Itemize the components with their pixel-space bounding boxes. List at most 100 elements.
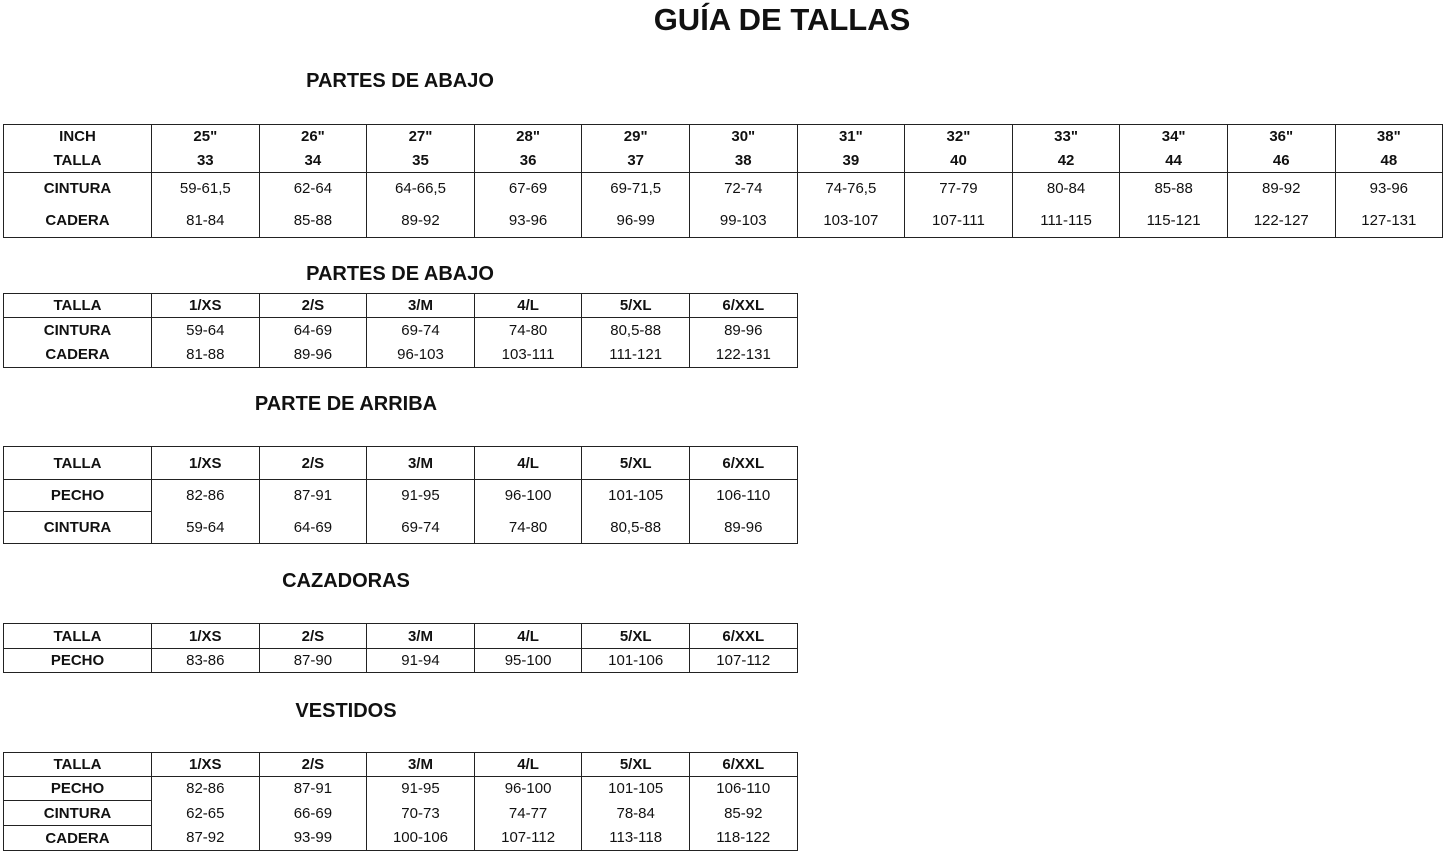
table-row: TALLA 33 34 35 36 37 38 39 40 42 44 46 48: [3, 148, 1443, 173]
table-cell: 1/XS: [151, 623, 260, 649]
table-cell: 89-96: [258, 342, 367, 368]
table-cell: 28": [473, 124, 582, 149]
table-cell: 26": [258, 124, 367, 149]
table-cell: 36: [473, 148, 582, 173]
table-cell: 77-79: [904, 172, 1013, 205]
table-cell: 6/XXL: [688, 293, 798, 318]
row-label-pecho: PECHO: [3, 479, 152, 512]
table-cell: 74-80: [473, 317, 582, 343]
table-cell: 67-69: [473, 172, 582, 205]
row-label-talla: TALLA: [3, 148, 152, 173]
table-cell: 72-74: [688, 172, 798, 205]
table-cell: 2/S: [258, 752, 367, 777]
table-cell: 5/XL: [581, 752, 690, 777]
table-cell: 95-100: [473, 648, 582, 673]
table-cell: 29": [581, 124, 690, 149]
table-cell: 107-112: [688, 648, 798, 673]
section-heading-partes-de-abajo: PARTES DE ABAJO: [306, 263, 494, 285]
table-cell: 69-71,5: [581, 172, 690, 205]
table-cell: 89-96: [688, 317, 798, 343]
table-cell: 31": [796, 124, 905, 149]
table-cell: 101-105: [581, 776, 690, 801]
table-cell: 89-92: [1226, 172, 1336, 205]
table-cell: 38": [1334, 124, 1443, 149]
table-cell: 111-121: [581, 342, 690, 368]
table-cell: 96-99: [581, 204, 690, 238]
table-cell: 44: [1119, 148, 1228, 173]
table-cell: 74-76,5: [796, 172, 905, 205]
section-heading-partes-de-abajo: PARTES DE ABAJO: [306, 70, 494, 92]
table-cell: 96-100: [473, 479, 582, 512]
table-cell: 25": [151, 124, 260, 149]
table-row: CADERA 87-92 93-99 100-106 107-112 113-118 118…: [3, 825, 798, 851]
table-cell: 4/L: [473, 623, 582, 649]
page-title: GUÍA DE TALLAS: [653, 2, 911, 37]
table-cell: 59-64: [151, 511, 260, 544]
table-cell: 36": [1226, 124, 1336, 149]
table-cell: 87-91: [258, 479, 367, 512]
size-table-parte-de-arriba: TALLA 1/XS 2/S 3/M 4/L 5/XL 6/XXL PECHO 82-86 87-…: [3, 446, 798, 544]
table-cell: 99-103: [688, 204, 798, 238]
table-cell: 6/XXL: [688, 623, 798, 649]
table-cell: 107-112: [473, 825, 582, 851]
table-cell: 80,5-88: [581, 317, 690, 343]
table-row: CINTURA 62-65 66-69 70-73 74-77 78-84 85-92: [3, 800, 798, 826]
table-cell: 115-121: [1119, 204, 1228, 238]
table-cell: 127-131: [1334, 204, 1443, 238]
table-cell: 33": [1011, 124, 1120, 149]
table-cell: 69-74: [366, 511, 475, 544]
table-cell: 111-115: [1011, 204, 1120, 238]
row-label-cintura: CINTURA: [3, 511, 152, 544]
table-cell: 78-84: [581, 800, 690, 826]
table-cell: 106-110: [688, 776, 798, 801]
table-cell: 35: [366, 148, 475, 173]
row-label-talla: TALLA: [3, 293, 152, 318]
size-table-partes-de-abajo: TALLA 1/XS 2/S 3/M 4/L 5/XL 6/XXL CINTURA 59-64 6…: [3, 293, 798, 368]
table-row: CADERA 81-88 89-96 96-103 103-111 111-121 122-…: [3, 342, 798, 368]
section-heading-vestidos: VESTIDOS: [295, 700, 397, 722]
table-cell: 74-77: [473, 800, 582, 826]
table-cell: 96-100: [473, 776, 582, 801]
row-label-cintura: CINTURA: [3, 800, 152, 826]
table-row: CADERA 81-84 85-88 89-92 93-96 96-99 99-103 103…: [3, 204, 1443, 238]
table-cell: 103-107: [796, 204, 905, 238]
table-cell: 38: [688, 148, 798, 173]
table-cell: 2/S: [258, 623, 367, 649]
table-cell: 34: [258, 148, 367, 173]
table-cell: 6/XXL: [688, 446, 798, 480]
row-label-talla: TALLA: [3, 446, 152, 480]
table-cell: 69-74: [366, 317, 475, 343]
size-table-cazadoras: TALLA 1/XS 2/S 3/M 4/L 5/XL 6/XXL PECHO 83-86 87-…: [3, 623, 798, 673]
table-cell: 91-95: [366, 479, 475, 512]
table-cell: 85-88: [1119, 172, 1228, 205]
table-cell: 101-105: [581, 479, 690, 512]
row-label-cintura: CINTURA: [3, 317, 152, 343]
table-cell: 40: [904, 148, 1013, 173]
table-cell: 80-84: [1011, 172, 1120, 205]
table-cell: 46: [1226, 148, 1336, 173]
table-row: CINTURA 59-64 64-69 69-74 74-80 80,5-88 89-96: [3, 511, 798, 544]
table-cell: 59-61,5: [151, 172, 260, 205]
table-cell: 66-69: [258, 800, 367, 826]
table-cell: 1/XS: [151, 446, 260, 480]
table-cell: 1/XS: [151, 752, 260, 777]
table-row: PECHO 83-86 87-90 91-94 95-100 101-106 107-112: [3, 648, 798, 673]
table-cell: 3/M: [366, 446, 475, 480]
size-table-partes-de-abajo: INCH 25" 26" 27" 28" 29" 30" 31" 32" 33" 34" 36" 38"…: [3, 124, 1444, 238]
table-cell: 87-91: [258, 776, 367, 801]
section-heading-cazadoras: CAZADORAS: [282, 570, 410, 592]
table-header-row: TALLA 1/XS 2/S 3/M 4/L 5/XL 6/XXL: [3, 752, 798, 777]
row-label-pecho: PECHO: [3, 648, 152, 673]
table-cell: 122-127: [1226, 204, 1336, 238]
table-cell: 91-95: [366, 776, 475, 801]
table-cell: 81-88: [151, 342, 260, 368]
table-header-row: TALLA 1/XS 2/S 3/M 4/L 5/XL 6/XXL: [3, 623, 798, 649]
table-cell: 4/L: [473, 446, 582, 480]
table-cell: 82-86: [151, 776, 260, 801]
table-cell: 5/XL: [581, 293, 690, 318]
table-cell: 1/XS: [151, 293, 260, 318]
table-cell: 64-69: [258, 317, 367, 343]
table-cell: 59-64: [151, 317, 260, 343]
table-header-row: TALLA 1/XS 2/S 3/M 4/L 5/XL 6/XXL: [3, 293, 798, 318]
row-label-pecho: PECHO: [3, 776, 152, 801]
